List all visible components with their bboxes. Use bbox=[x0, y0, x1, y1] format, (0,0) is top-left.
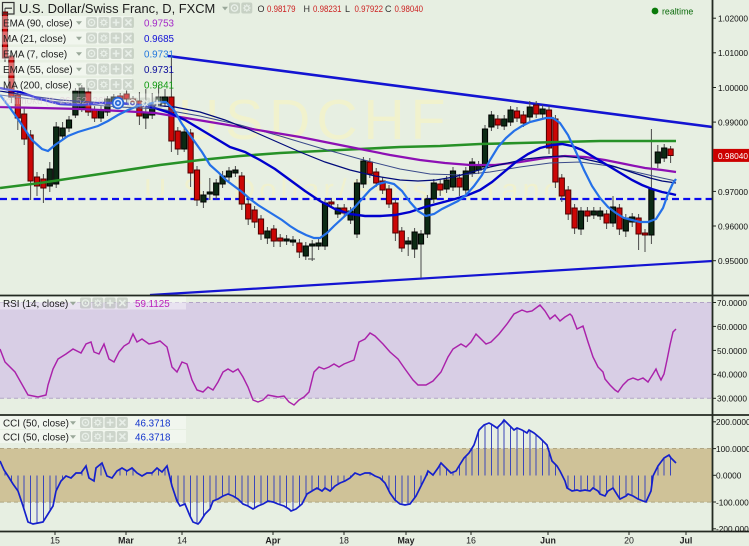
svg-text:H: H bbox=[304, 4, 311, 14]
svg-text:MA (200, close): MA (200, close) bbox=[3, 80, 72, 91]
svg-text:EMA (7, close): EMA (7, close) bbox=[3, 49, 67, 60]
svg-text:EMA (55, close): EMA (55, close) bbox=[3, 65, 73, 76]
svg-text:Mar: Mar bbox=[118, 536, 134, 546]
svg-text:30.0000: 30.0000 bbox=[717, 394, 747, 404]
svg-text:Ichimoku (9, 26, 52, 26): Ichimoku (9, 26, 52, 26) bbox=[3, 96, 107, 107]
svg-text:60.0000: 60.0000 bbox=[717, 322, 747, 332]
svg-text:U.S. Dollar/Swiss Franc, D, FX: U.S. Dollar/Swiss Franc, D, FXCM bbox=[19, 1, 215, 16]
svg-text:CCI (50, close): CCI (50, close) bbox=[3, 432, 69, 443]
svg-text:20: 20 bbox=[624, 536, 634, 546]
svg-text:0.98040: 0.98040 bbox=[718, 151, 748, 161]
svg-text:0.9753: 0.9753 bbox=[144, 18, 175, 29]
svg-text:EMA (90, close): EMA (90, close) bbox=[3, 18, 73, 29]
svg-text:C: C bbox=[385, 4, 392, 14]
svg-text:46.3718: 46.3718 bbox=[135, 432, 171, 443]
svg-text:RSI (14, close): RSI (14, close) bbox=[3, 299, 68, 310]
svg-text:1.00000: 1.00000 bbox=[718, 83, 748, 93]
svg-text:15: 15 bbox=[50, 536, 60, 546]
svg-text:0.99000: 0.99000 bbox=[718, 118, 748, 128]
svg-text:0.95000: 0.95000 bbox=[718, 256, 748, 266]
svg-text:0.97922: 0.97922 bbox=[355, 4, 384, 14]
svg-text:May: May bbox=[397, 536, 414, 546]
svg-text:-200.000: -200.000 bbox=[716, 524, 749, 534]
svg-text:CCI (50, close): CCI (50, close) bbox=[3, 418, 69, 429]
svg-text:0.97000: 0.97000 bbox=[718, 187, 748, 197]
svg-text:Jun: Jun bbox=[540, 536, 556, 546]
svg-text:70.0000: 70.0000 bbox=[717, 298, 747, 308]
svg-text:0.9731: 0.9731 bbox=[144, 65, 174, 76]
svg-text:Apr: Apr bbox=[265, 536, 281, 546]
svg-text:0.98179: 0.98179 bbox=[267, 4, 296, 14]
svg-text:0.98231: 0.98231 bbox=[313, 4, 342, 14]
svg-text:MA (21, close): MA (21, close) bbox=[3, 34, 66, 45]
svg-text:40.0000: 40.0000 bbox=[717, 370, 747, 380]
svg-text:46.3718: 46.3718 bbox=[135, 418, 171, 429]
svg-text:16: 16 bbox=[466, 536, 476, 546]
svg-text:200.0000: 200.0000 bbox=[716, 417, 749, 427]
svg-text:1.02000: 1.02000 bbox=[718, 14, 748, 24]
svg-text:0.9685: 0.9685 bbox=[144, 34, 175, 45]
svg-text:0.96000: 0.96000 bbox=[718, 221, 748, 231]
svg-text:L: L bbox=[345, 4, 350, 14]
svg-text:59.1125: 59.1125 bbox=[135, 299, 170, 310]
svg-text:100.0000: 100.0000 bbox=[716, 444, 749, 454]
svg-text:0.9841: 0.9841 bbox=[144, 80, 174, 91]
svg-text:50.0000: 50.0000 bbox=[717, 346, 747, 356]
svg-text:0.0000: 0.0000 bbox=[716, 471, 742, 481]
svg-text:14: 14 bbox=[177, 536, 187, 546]
svg-text:U.S. Dollar/Swiss Franc: U.S. Dollar/Swiss Franc bbox=[144, 172, 563, 207]
svg-text:realtime: realtime bbox=[662, 7, 693, 17]
svg-text:O: O bbox=[258, 4, 265, 14]
svg-text:0.98040: 0.98040 bbox=[395, 4, 424, 14]
svg-text:0.9731: 0.9731 bbox=[144, 49, 174, 60]
svg-text:Jul: Jul bbox=[680, 536, 693, 546]
svg-text:1.01000: 1.01000 bbox=[718, 48, 748, 58]
svg-text:18: 18 bbox=[339, 536, 349, 546]
svg-text:-100.000: -100.000 bbox=[716, 497, 749, 507]
